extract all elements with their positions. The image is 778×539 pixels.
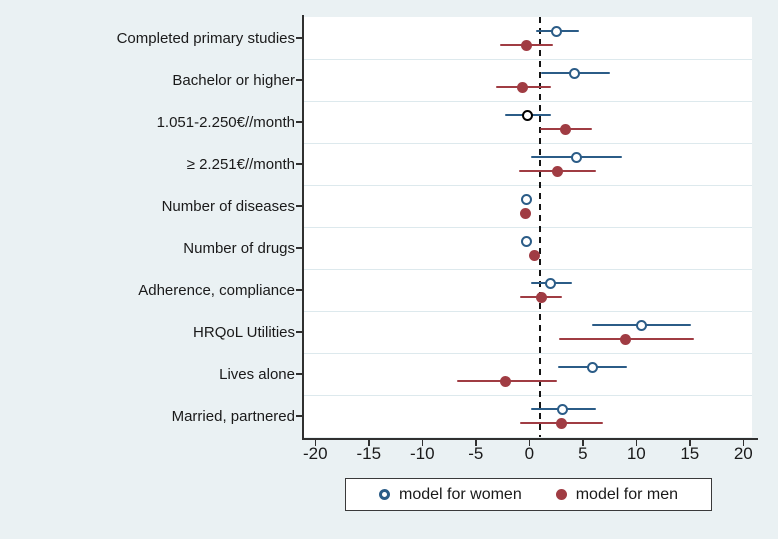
x-tick-label: -20 <box>303 444 328 463</box>
x-tick-label: 20 <box>733 444 753 463</box>
legend-item-women: model for women <box>379 486 522 504</box>
x-tick-label: 5 <box>578 444 588 463</box>
filled-circle-marker <box>500 375 512 387</box>
x-tick-label: -5 <box>468 444 484 463</box>
category-label: Lives alone <box>219 366 295 383</box>
legend-label-women: model for women <box>399 485 522 503</box>
category-separator-line <box>303 268 752 270</box>
filled-circle-marker <box>560 123 572 135</box>
open-circle-marker <box>636 319 648 331</box>
x-axis-tick <box>368 439 370 446</box>
x-axis-tick <box>475 439 477 446</box>
category-separator-line <box>303 58 752 60</box>
x-tick-label: -15 <box>356 444 382 463</box>
category-separator-line <box>303 184 752 186</box>
category-label: HRQoL Utilities <box>193 324 295 341</box>
filled-circle-marker <box>551 165 563 177</box>
x-tick-label: -10 <box>410 444 435 463</box>
category-label: Completed primary studies <box>116 30 295 47</box>
x-tick-label: 15 <box>680 444 700 463</box>
x-axis-tick <box>742 439 745 446</box>
open-circle-marker <box>545 277 557 289</box>
category-label: Number of drugs <box>183 240 295 257</box>
filled-circle-marker <box>535 291 547 303</box>
filled-circle-marker <box>517 81 529 93</box>
open-circle-marker <box>520 235 532 247</box>
y-axis-line <box>302 15 304 439</box>
x-tick-label: 0 <box>524 444 535 463</box>
legend-box: model for women model for men <box>345 478 712 511</box>
category-label: Adherence, compliance <box>138 282 295 299</box>
category-label: ≥ 2.251€//month <box>186 156 295 173</box>
y-axis-tick <box>296 289 303 291</box>
open-circle-marker <box>586 361 598 373</box>
open-circle-marker <box>520 193 532 205</box>
x-axis-tick <box>582 439 584 446</box>
filled-circle-marker <box>555 417 567 429</box>
x-axis-line <box>302 438 758 440</box>
open-circle-marker <box>570 151 582 163</box>
legend-item-men: model for men <box>555 485 678 504</box>
open-circle-marker <box>568 67 580 79</box>
legend-label-men: model for men <box>575 485 678 503</box>
y-axis-tick <box>296 331 303 333</box>
category-label: Married, partnered <box>171 408 295 425</box>
y-axis-tick <box>296 121 303 123</box>
filled-circle-marker <box>529 249 541 261</box>
x-axis-tick <box>314 439 317 446</box>
x-axis-tick <box>528 439 531 446</box>
category-separator-line <box>303 394 752 396</box>
category-label: Bachelor or higher <box>172 72 295 89</box>
x-axis-tick <box>689 439 691 446</box>
filled-circle-icon <box>555 489 567 500</box>
reference-line <box>539 17 541 437</box>
category-separator-line <box>303 100 752 102</box>
y-axis-tick <box>296 247 303 249</box>
y-axis-tick <box>296 163 303 165</box>
open-circle-icon <box>379 489 390 500</box>
x-axis-tick <box>421 439 424 446</box>
category-separator-line <box>303 142 752 144</box>
open-circle-marker <box>556 403 568 415</box>
category-label: Number of diseases <box>161 198 295 215</box>
open-circle-marker <box>521 109 533 121</box>
filled-circle-marker <box>520 39 532 51</box>
filled-circle-marker <box>519 207 531 219</box>
x-tick-label: 10 <box>626 444 646 463</box>
y-axis-tick <box>296 37 303 39</box>
category-separator-line <box>303 352 752 354</box>
y-axis-tick <box>296 205 303 207</box>
category-separator-line <box>303 310 752 312</box>
plot-area <box>303 17 752 437</box>
y-axis-tick <box>296 79 303 81</box>
filled-circle-marker <box>620 333 632 345</box>
x-axis-tick <box>635 439 638 446</box>
open-circle-marker <box>550 25 562 37</box>
category-separator-line <box>303 226 752 228</box>
y-axis-tick <box>296 373 303 375</box>
y-axis-tick <box>296 415 303 417</box>
category-label: 1.051-2.250€//month <box>156 114 295 131</box>
